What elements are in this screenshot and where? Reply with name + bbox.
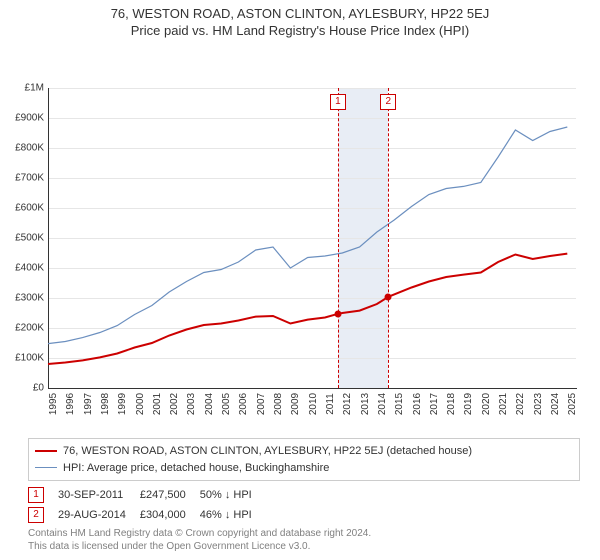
x-tick-label: 1996: [65, 392, 76, 416]
line-hpi: [48, 127, 567, 344]
page-title: 76, WESTON ROAD, ASTON CLINTON, AYLESBUR…: [0, 6, 600, 21]
transaction-vline: [388, 88, 389, 388]
tx-price: £304,000: [140, 505, 200, 525]
legend-label: HPI: Average price, detached house, Buck…: [63, 460, 329, 477]
x-tick-label: 2008: [273, 392, 284, 416]
line-property: [48, 254, 567, 364]
x-tick-label: 2015: [394, 392, 405, 416]
x-tick-label: 2017: [429, 392, 440, 416]
x-tick-label: 2001: [152, 392, 163, 416]
x-tick-label: 1999: [117, 392, 128, 416]
footer-line: Contains HM Land Registry data © Crown c…: [28, 527, 580, 540]
legend-label: 76, WESTON ROAD, ASTON CLINTON, AYLESBUR…: [63, 443, 472, 460]
legend-item-property: 76, WESTON ROAD, ASTON CLINTON, AYLESBUR…: [35, 443, 573, 460]
footer-line: This data is licensed under the Open Gov…: [28, 540, 580, 553]
transaction-dot-icon: [385, 293, 392, 300]
footer-attribution: Contains HM Land Registry data © Crown c…: [28, 527, 580, 553]
x-tick-label: 2012: [342, 392, 353, 416]
tx-date: 29-AUG-2014: [58, 505, 140, 525]
transactions-table: 1 30-SEP-2011£247,50050% ↓ HPI 2 29-AUG-201…: [28, 485, 266, 525]
x-tick-label: 1998: [100, 392, 111, 416]
transaction-marker-icon: 2: [380, 94, 396, 110]
x-tick-label: 2009: [290, 392, 301, 416]
x-tick-label: 1997: [83, 392, 94, 416]
page-subtitle: Price paid vs. HM Land Registry's House …: [0, 23, 600, 38]
legend-item-hpi: HPI: Average price, detached house, Buck…: [35, 460, 573, 477]
x-tick-label: 2019: [463, 392, 474, 416]
x-tick-label: 2006: [238, 392, 249, 416]
x-tick-label: 2005: [221, 392, 232, 416]
x-tick-label: 2020: [481, 392, 492, 416]
table-row: 2 29-AUG-2014£304,00046% ↓ HPI: [28, 505, 266, 525]
legend: 76, WESTON ROAD, ASTON CLINTON, AYLESBUR…: [28, 438, 580, 481]
x-tick-label: 2002: [169, 392, 180, 416]
x-tick-label: 2003: [186, 392, 197, 416]
x-tick-label: 2025: [567, 392, 578, 416]
transaction-vline: [338, 88, 339, 388]
transaction-marker-icon: 1: [330, 94, 346, 110]
x-tick-label: 2016: [412, 392, 423, 416]
x-tick-label: 2024: [550, 392, 561, 416]
x-tick-label: 2013: [360, 392, 371, 416]
tx-delta: 46% ↓ HPI: [200, 505, 266, 525]
x-tick-label: 2014: [377, 392, 388, 416]
x-tick-label: 2022: [515, 392, 526, 416]
x-tick-label: 2023: [533, 392, 544, 416]
tx-date: 30-SEP-2011: [58, 485, 140, 505]
swatch-icon: [35, 467, 57, 468]
x-tick-label: 2007: [256, 392, 267, 416]
swatch-icon: [35, 450, 57, 452]
x-tick-label: 2011: [325, 392, 336, 416]
tx-price: £247,500: [140, 485, 200, 505]
table-row: 1 30-SEP-2011£247,50050% ↓ HPI: [28, 485, 266, 505]
tx-delta: 50% ↓ HPI: [200, 485, 266, 505]
x-tick-label: 2018: [446, 392, 457, 416]
x-tick-label: 2010: [308, 392, 319, 416]
price-chart: £0£100K£200K£300K£400K£500K£600K£700K£80…: [0, 38, 600, 434]
transaction-dot-icon: [334, 310, 341, 317]
x-tick-label: 2004: [204, 392, 215, 416]
transaction-marker-icon: 2: [28, 507, 44, 523]
chart-svg: [0, 38, 580, 392]
x-tick-label: 2000: [135, 392, 146, 416]
x-tick-label: 1995: [48, 392, 59, 416]
transaction-marker-icon: 1: [28, 487, 44, 503]
x-tick-label: 2021: [498, 392, 509, 416]
